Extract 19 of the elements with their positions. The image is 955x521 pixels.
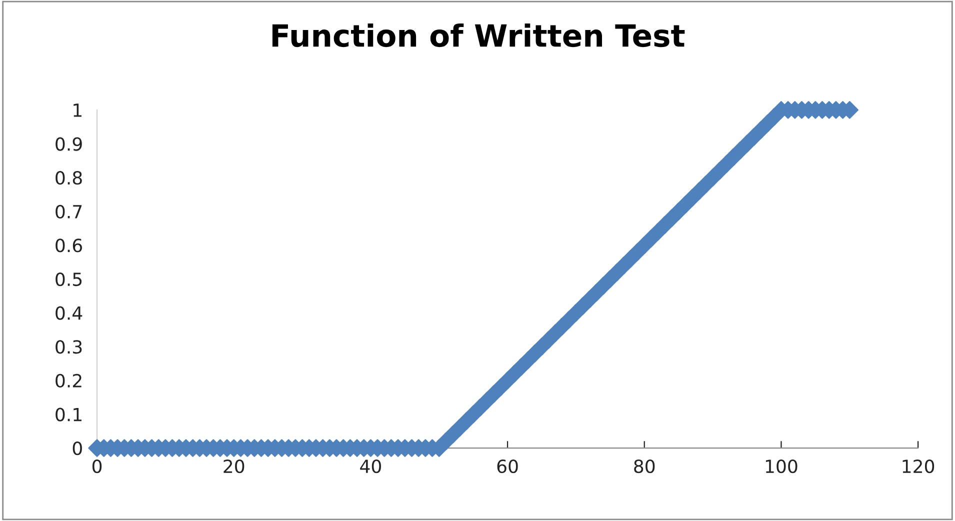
- x-tick-label: 120: [902, 459, 934, 474]
- x-tick-label: 100: [766, 459, 798, 474]
- x-tick-label: 40: [360, 459, 381, 474]
- y-tick-label: 0.1: [56, 408, 82, 422]
- y-tick-label: 0.4: [56, 306, 82, 320]
- y-tick-label: 0.5: [56, 272, 82, 286]
- y-tick-label: 0.7: [56, 204, 82, 218]
- y-tick-label: 0.9: [56, 137, 82, 151]
- x-tick-label: 20: [224, 459, 244, 474]
- x-tick-label: 60: [497, 459, 518, 474]
- x-tick-label: 80: [634, 459, 655, 474]
- y-tick-label: 0: [72, 442, 82, 456]
- y-tick-label: 0.6: [56, 238, 82, 252]
- y-tick-label: 0.2: [56, 374, 82, 388]
- chart-title: Function of Written Test: [272, 23, 685, 48]
- x-tick-label: 0: [92, 459, 102, 474]
- y-tick-label: 0.8: [56, 171, 82, 185]
- y-tick-label: 0.3: [56, 340, 82, 354]
- y-tick-label: 1: [74, 104, 82, 117]
